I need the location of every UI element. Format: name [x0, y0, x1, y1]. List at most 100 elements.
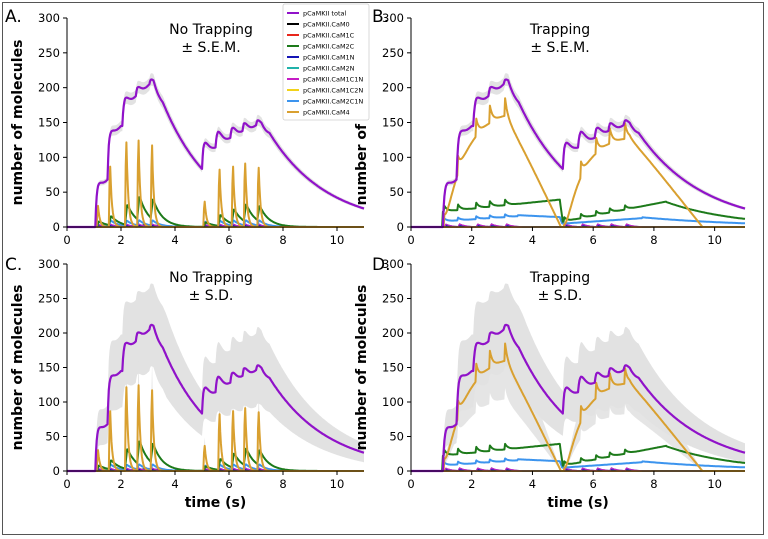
panel-title-line1: Trapping — [529, 270, 590, 286]
x-tick-label: 2 — [117, 477, 124, 491]
x-tick-label: 0 — [63, 477, 70, 491]
y-tick-label: 0 — [53, 464, 60, 478]
panel-letter: B. — [372, 7, 389, 27]
legend-label: pCaMKII.CaM1N — [303, 53, 355, 61]
y-tick-label: 100 — [38, 395, 60, 409]
y-tick-label: 300 — [38, 257, 60, 271]
y-tick-label: 150 — [38, 116, 60, 130]
x-tick-label: 8 — [279, 233, 286, 247]
legend-label: pCaMKII.CaM4 — [303, 108, 350, 116]
panel-c: 0 50 100 150 200 250 300 0 2 4 6 8 10 number of molec… — [5, 255, 365, 511]
panel-title-line1: No Trapping — [169, 270, 253, 286]
y-tick-label: 250 — [38, 292, 60, 306]
series-line-cam2c1n — [410, 213, 746, 228]
series-line-cam4 — [66, 139, 365, 228]
x-tick-label: 6 — [225, 233, 232, 247]
legend: pCaMKII total pCaMKII.CaM0 pCaMKII.CaM1C pC… — [282, 3, 370, 121]
y-tick-label: 50 — [45, 430, 60, 444]
y-tick-label: 150 — [382, 116, 404, 130]
panel-title-line2: ± S.E.M. — [181, 40, 240, 56]
panel-letter: A. — [5, 7, 22, 27]
y-tick-label: 150 — [38, 361, 60, 375]
y-tick-label: 100 — [38, 150, 60, 164]
series-line-cam4 — [410, 342, 746, 472]
y-tick-label: 150 — [382, 361, 404, 375]
y-tick-label: 100 — [382, 395, 404, 409]
x-tick-label: 4 — [529, 477, 536, 491]
panel-d: 0 50 100 150 200 250 300 0 2 4 6 8 10 number of molec… — [354, 255, 746, 511]
series-line-total — [66, 323, 365, 473]
legend-label: pCaMKII total — [303, 9, 346, 17]
x-tick-label: 8 — [279, 477, 286, 491]
y-tick-label: 100 — [382, 150, 404, 164]
x-tick-label: 6 — [225, 477, 232, 491]
panel-title-line2: ± S.D. — [189, 288, 234, 304]
y-tick-label: 200 — [382, 81, 404, 95]
legend-box — [282, 3, 370, 121]
y-tick-label: 200 — [38, 81, 60, 95]
x-tick-label: 8 — [650, 233, 657, 247]
x-tick-label: 10 — [330, 233, 345, 247]
y-axis-label: number of molecules — [10, 285, 26, 451]
x-tick-label: 6 — [590, 477, 597, 491]
x-axis-label: time (s) — [185, 495, 247, 511]
x-tick-label: 8 — [650, 477, 657, 491]
x-tick-label: 0 — [407, 233, 414, 247]
y-axis-label: number of molecules — [10, 40, 26, 206]
series-line-total — [66, 78, 365, 229]
x-tick-label: 2 — [468, 233, 475, 247]
y-tick-label: 50 — [389, 430, 404, 444]
y-tick-label: 300 — [38, 11, 60, 25]
y-tick-label: 200 — [382, 326, 404, 340]
panel-letter: D. — [372, 255, 391, 275]
x-tick-label: 4 — [171, 477, 178, 491]
legend-label: pCaMKII.CaM2C1N — [303, 97, 363, 105]
x-axis-label: time (s) — [547, 495, 609, 511]
y-tick-label: 300 — [382, 11, 404, 25]
x-tick-label: 10 — [707, 477, 722, 491]
cam4-error-band — [411, 298, 745, 471]
y-tick-label: 50 — [389, 185, 404, 199]
y-tick-label: 250 — [38, 46, 60, 60]
panel-title-line2: ± S.D. — [538, 288, 583, 304]
panel-letter: C. — [5, 255, 22, 275]
legend-label: pCaMKII.CaM2N — [303, 64, 355, 72]
error-band — [411, 73, 745, 227]
series-line-total — [410, 78, 746, 229]
panel-title-line2: ± S.E.M. — [530, 40, 589, 56]
x-tick-label: 6 — [590, 233, 597, 247]
y-tick-label: 0 — [397, 220, 404, 234]
legend-label: pCaMKII.CaM1C2N — [303, 86, 363, 94]
y-tick-label: 0 — [53, 220, 60, 234]
y-tick-label: 0 — [397, 464, 404, 478]
series-line-cam2c1n — [410, 457, 746, 472]
legend-label: pCaMKII.CaM2C — [303, 42, 355, 50]
legend-label: pCaMKII.CaM0 — [303, 20, 350, 28]
y-axis-label: number of molecules — [354, 285, 370, 451]
x-tick-label: 2 — [117, 233, 124, 247]
y-tick-label: 200 — [38, 326, 60, 340]
x-tick-label: 0 — [63, 233, 70, 247]
x-tick-label: 10 — [330, 477, 345, 491]
x-tick-label: 10 — [707, 233, 722, 247]
panel-a: 0 50 100 150 200 250 300 0 2 4 6 8 10 number of molec… — [5, 7, 365, 247]
y-tick-label: 50 — [45, 185, 60, 199]
y-tick-label: 250 — [382, 46, 404, 60]
error-band — [67, 73, 364, 227]
legend-label: pCaMKII.CaM1C — [303, 31, 355, 39]
series-line-total — [410, 323, 746, 473]
x-tick-label: 4 — [171, 233, 178, 247]
y-tick-label: 300 — [382, 257, 404, 271]
x-tick-label: 2 — [468, 477, 475, 491]
y-tick-label: 250 — [382, 292, 404, 306]
panel-title-line1: No Trapping — [169, 22, 253, 38]
panel-title-line1: Trapping — [529, 22, 590, 38]
legend-label: pCaMKII.CaM1C1N — [303, 75, 363, 83]
error-band — [67, 283, 364, 471]
series-line-cam4 — [410, 97, 746, 228]
x-tick-label: 4 — [529, 233, 536, 247]
x-tick-label: 0 — [407, 477, 414, 491]
